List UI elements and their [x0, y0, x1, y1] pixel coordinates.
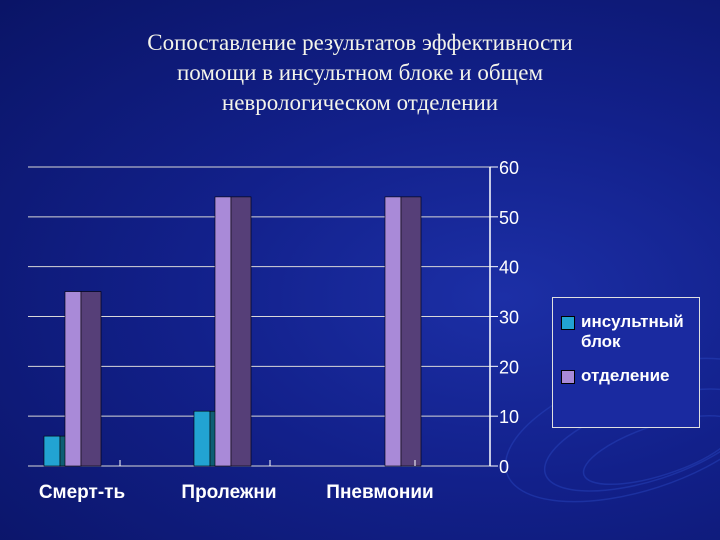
legend-swatch	[561, 370, 575, 384]
legend-item-series-2: отделение	[561, 366, 699, 386]
title-line: помощи в инсультном блоке и общем	[176, 60, 544, 85]
y-tick-label: 10	[499, 407, 519, 427]
bar-face	[384, 196, 402, 467]
bar	[64, 291, 102, 467]
y-tick-label: 50	[499, 208, 519, 228]
bar-side	[80, 291, 102, 467]
bar-face	[64, 291, 82, 467]
bar	[214, 196, 252, 467]
x-category-label: Пролежни	[181, 482, 276, 503]
x-category-label: Смерт-ть	[39, 482, 125, 503]
bar-side	[400, 196, 422, 467]
x-category-label: Пневмонии	[326, 482, 433, 503]
legend-item-series-1: инсультный блок	[561, 312, 699, 352]
y-tick-label: 60	[499, 158, 519, 178]
legend-label: отделение	[581, 366, 670, 385]
bars	[43, 196, 422, 467]
slide-title: Сопоставление результатов эффективности …	[60, 28, 660, 118]
bar-face	[214, 196, 232, 467]
legend: инсультный блок отделение	[552, 297, 700, 428]
legend-label: инсультный блок	[581, 312, 684, 351]
bar-face	[43, 435, 61, 467]
y-axis: 0 10 20 30 40 50 60	[119, 158, 519, 477]
x-axis-labels: Смерт-ть Пролежни Пневмонии	[39, 482, 434, 503]
title-line: неврологическом отделении	[221, 90, 499, 115]
y-tick-label: 0	[499, 457, 509, 477]
y-tick-label: 20	[499, 357, 519, 377]
title-line: Сопоставление результатов эффективности	[147, 30, 573, 55]
y-tick-label: 30	[499, 308, 519, 328]
y-tick-label: 40	[499, 258, 519, 278]
bar-face	[193, 410, 211, 467]
bar-side	[230, 196, 252, 467]
bar	[384, 196, 422, 467]
legend-swatch	[561, 316, 575, 330]
